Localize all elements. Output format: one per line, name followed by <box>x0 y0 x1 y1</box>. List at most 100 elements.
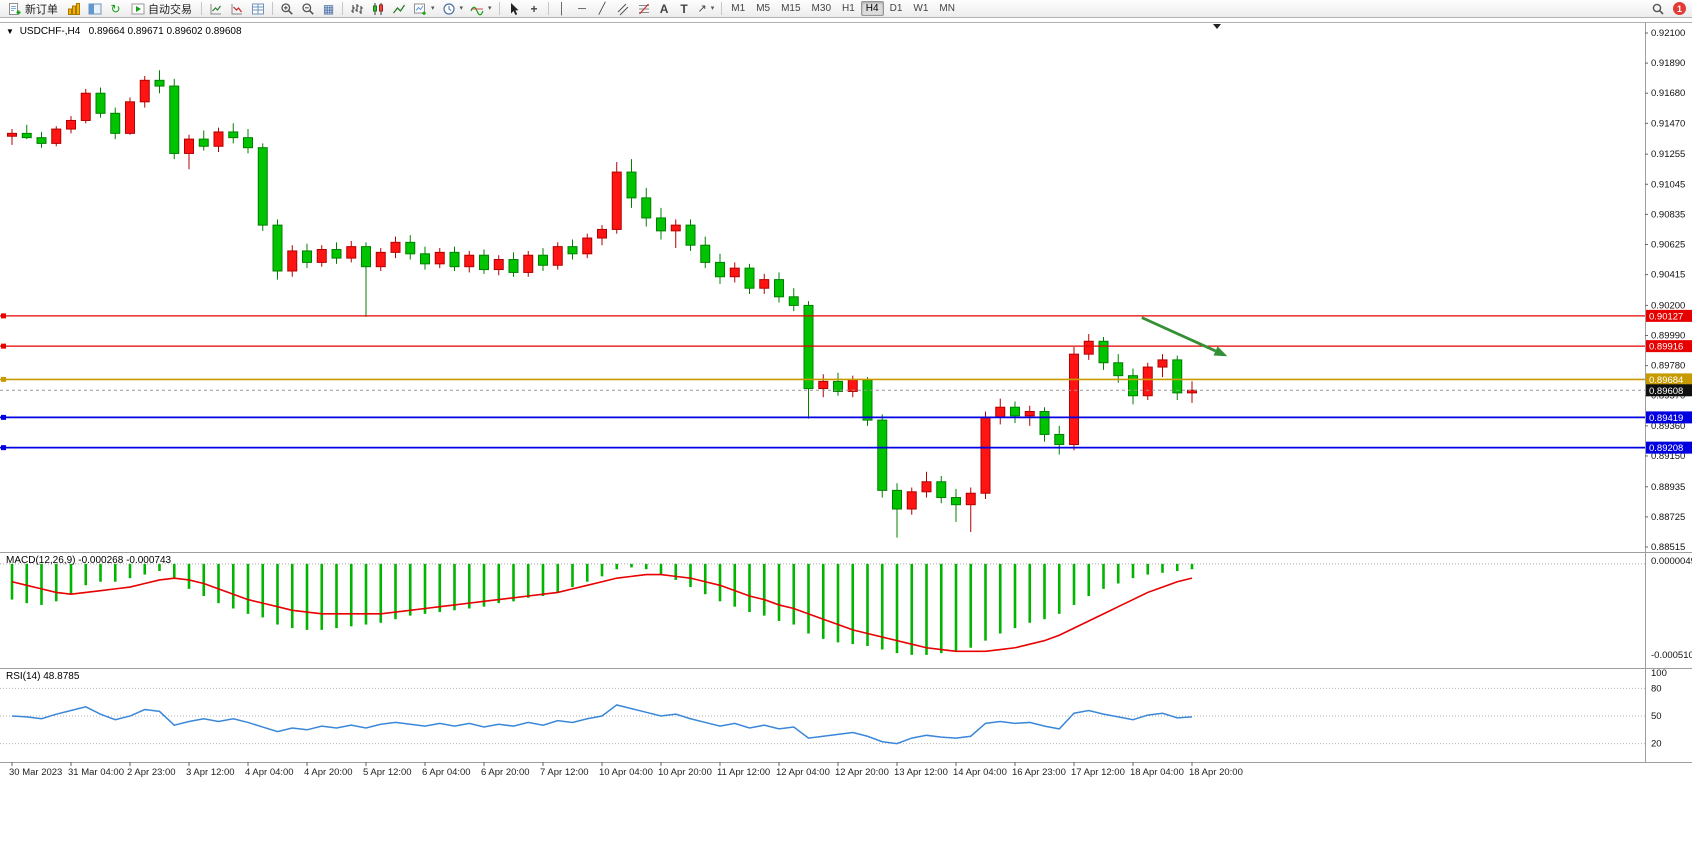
timeframe-m15-button[interactable]: M15 <box>776 1 805 16</box>
price-axis[interactable]: 0.92100 0.91890 0.91680 0.91470 0.91255 0.910… <box>1645 28 1692 553</box>
ohlc-bars-icon <box>351 3 363 14</box>
svg-text:0.90127: 0.90127 <box>1649 311 1683 322</box>
timeframe-m30-button[interactable]: M30 <box>807 1 836 16</box>
candlestick-icon <box>373 2 383 15</box>
label-tool-icon: T <box>680 1 688 16</box>
timeframe-h4-button[interactable]: H4 <box>860 1 884 16</box>
svg-text:2 Apr 23:00: 2 Apr 23:00 <box>127 767 176 778</box>
svg-text:16 Apr 23:00: 16 Apr 23:00 <box>1012 767 1066 778</box>
new-chart-button[interactable]: ▾ <box>410 1 438 17</box>
line-view-button[interactable] <box>389 1 409 17</box>
svg-text:12 Apr 20:00: 12 Apr 20:00 <box>835 767 889 778</box>
autotrading-icon <box>131 3 145 14</box>
toolbar-separator <box>342 2 343 15</box>
autotrading-button[interactable]: 自动交易 <box>126 1 197 17</box>
toolbar-separator <box>498 2 500 15</box>
notification-badge[interactable]: 1 <box>1673 2 1686 15</box>
svg-text:30 Mar 2023: 30 Mar 2023 <box>9 767 62 778</box>
svg-text:4 Apr 04:00: 4 Apr 04:00 <box>245 767 294 778</box>
grid-table-icon <box>252 3 264 14</box>
dropdown-arrow-icon: ▾ <box>710 4 715 12</box>
fibonacci-button[interactable] <box>634 1 654 17</box>
chart-canvas[interactable]: 0.92100 0.91890 0.91680 0.91470 0.91255 0.910… <box>0 18 1692 844</box>
chart-window: 0.92100 0.91890 0.91680 0.91470 0.91255 0.910… <box>0 18 1692 844</box>
new-order-button[interactable]: 新订单 <box>3 1 63 17</box>
channel-icon <box>617 3 628 15</box>
channel-button[interactable] <box>613 1 633 17</box>
svg-text:0.88515: 0.88515 <box>1651 542 1685 553</box>
zoom-out-button[interactable] <box>298 1 318 17</box>
bar-chart-icon <box>68 2 80 15</box>
main-toolbar: 新订单 ↻ 自动交易 <box>0 0 1692 18</box>
svg-text:11 Apr 12:00: 11 Apr 12:00 <box>717 767 770 778</box>
periods-button[interactable]: ▾ <box>439 1 467 17</box>
zoom-in-icon <box>281 2 293 15</box>
chart-symbol-period: USDCHF-,H4 <box>19 26 81 37</box>
svg-text:0.90415: 0.90415 <box>1651 270 1685 281</box>
line-chart-icon <box>392 4 406 13</box>
cursor-arrow-icon <box>510 2 519 15</box>
timeframe-h1-button[interactable]: H1 <box>837 1 860 16</box>
pivot-line-handle[interactable] <box>1 376 6 382</box>
timeframe-mn-button[interactable]: MN <box>934 1 960 16</box>
tile-windows-button[interactable]: ▦ <box>319 1 338 17</box>
text-tool-button[interactable]: A <box>655 1 674 17</box>
crosshair-icon: + <box>530 1 538 16</box>
refresh-button[interactable]: ↻ <box>106 1 125 17</box>
charts-button[interactable] <box>64 1 84 17</box>
auto-scroll-button[interactable] <box>206 1 226 17</box>
label-tool-button[interactable]: T <box>675 1 694 17</box>
crosshair-button[interactable]: + <box>525 1 544 17</box>
resistance-line-2-handle[interactable] <box>1 343 6 349</box>
dropdown-arrow-icon: ▾ <box>459 4 464 12</box>
time-axis[interactable]: 30 Mar 2023 31 Mar 04:00 2 Apr 23:00 3 Apr … <box>9 762 1243 778</box>
text-tool-icon: A <box>659 1 669 16</box>
chart-red-arrow-icon <box>231 3 242 14</box>
symbol-dropdown-icon[interactable]: ▼ <box>6 27 14 36</box>
bars-view-button[interactable] <box>347 1 367 17</box>
toolbar-right-group: 1 <box>1648 1 1689 17</box>
macd-signal-line <box>11 573 1193 653</box>
market-watch-button[interactable] <box>85 1 105 17</box>
svg-text:80: 80 <box>1651 683 1662 694</box>
svg-text:0.89150: 0.89150 <box>1651 451 1685 462</box>
support-line-2-handle[interactable] <box>1 445 6 451</box>
trendline-icon: ╱ <box>598 2 606 15</box>
search-button[interactable] <box>1648 1 1668 17</box>
svg-text:10 Apr 20:00: 10 Apr 20:00 <box>658 767 712 778</box>
svg-text:50: 50 <box>1651 711 1662 722</box>
timeframe-d1-button[interactable]: D1 <box>885 1 908 16</box>
svg-text:0.90625: 0.90625 <box>1651 239 1685 250</box>
svg-text:0.89684: 0.89684 <box>1649 375 1683 386</box>
support-line-1-handle[interactable] <box>1 414 6 420</box>
chart-title: ▼ USDCHF-,H4 0.89664 0.89671 0.89602 0.8… <box>6 26 242 37</box>
trendline-button[interactable]: ╱ <box>593 1 612 17</box>
chart-green-arrow-icon <box>210 3 221 14</box>
svg-text:31 Mar 04:00: 31 Mar 04:00 <box>68 767 124 778</box>
arrows-tool-button[interactable]: ↗ ▾ <box>695 1 718 17</box>
svg-text:0.91470: 0.91470 <box>1651 118 1685 129</box>
zoom-in-button[interactable] <box>277 1 297 17</box>
current-price-badge: 0.89608 <box>1646 384 1692 397</box>
cursor-button[interactable] <box>504 1 524 17</box>
svg-text:0.89916: 0.89916 <box>1649 342 1683 353</box>
svg-text:18 Apr 04:00: 18 Apr 04:00 <box>1130 767 1184 778</box>
resistance-line-1-handle[interactable] <box>1 313 6 319</box>
svg-text:10 Apr 04:00: 10 Apr 04:00 <box>599 767 653 778</box>
horizontal-line-button[interactable]: ─ <box>573 1 592 17</box>
indicator-wave-icon <box>470 6 484 15</box>
autotrading-label: 自动交易 <box>148 3 192 16</box>
trend-arrow[interactable] <box>1141 316 1228 357</box>
timeframe-m5-button[interactable]: M5 <box>751 1 775 16</box>
svg-text:0.91255: 0.91255 <box>1651 149 1685 160</box>
chart-shift-button[interactable] <box>227 1 247 17</box>
vertical-line-button[interactable]: │ <box>553 1 572 17</box>
timeframe-m1-button[interactable]: M1 <box>726 1 750 16</box>
candles-view-button[interactable] <box>368 1 388 17</box>
timeframe-w1-button[interactable]: W1 <box>908 1 933 16</box>
svg-text:0.89608: 0.89608 <box>1649 386 1683 397</box>
indicators-button[interactable]: ▾ <box>467 1 495 17</box>
support-line-2-price-badge: 0.89208 <box>1646 441 1692 454</box>
candles-layer <box>7 70 1197 538</box>
data-window-button[interactable] <box>248 1 268 17</box>
